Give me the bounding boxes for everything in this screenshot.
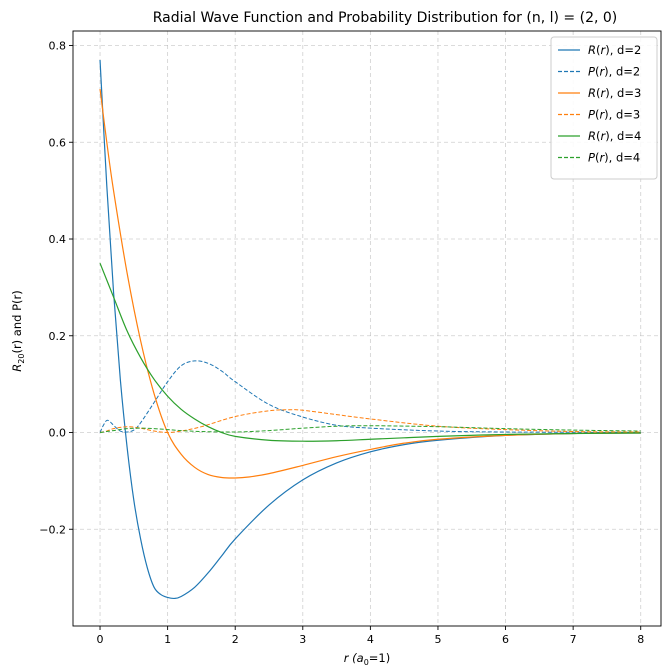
y-tick-label: −0.2	[39, 523, 66, 536]
x-tick-label: 8	[637, 633, 644, 646]
y-axis-label-main: R	[10, 364, 24, 372]
y-tick-label: 0.0	[49, 427, 67, 440]
x-tick-label: 0	[97, 633, 104, 646]
x-tick-label: 4	[367, 633, 374, 646]
y-axis-label: R20(r) and P(r)	[10, 290, 26, 371]
x-tick-label: 5	[434, 633, 441, 646]
x-tick-label: 6	[502, 633, 509, 646]
series-line-5	[99, 262, 641, 442]
plot-frame	[72, 30, 662, 627]
series-line-3	[99, 88, 641, 479]
series-line-2	[99, 360, 641, 433]
y-tick-label: 0.8	[49, 40, 67, 53]
x-axis-label-sub: 0	[364, 658, 369, 667]
chart-title: Radial Wave Function and Probability Dis…	[153, 10, 618, 26]
x-tick-label: 3	[299, 633, 306, 646]
series-line-6	[99, 425, 641, 433]
series-line-1	[99, 59, 641, 600]
axes: 0 1 2 3 4 5 6 7 8 −0.2 0.0 0.2 0.4 0.6 0.8	[39, 30, 662, 646]
x-tick-label: 7	[570, 633, 577, 646]
series-layer	[99, 59, 641, 600]
x-tick-label: 1	[164, 633, 171, 646]
x-tick-label: 2	[232, 633, 239, 646]
y-tick-label: 0.6	[49, 136, 67, 149]
legend-label: R(r), d=4	[588, 129, 641, 143]
legend: R(r), d=2 P(r), d=2 R(r), d=3 P(r), d=3 R(r)…	[550, 36, 658, 180]
legend-label: R(r), d=2	[588, 43, 641, 57]
legend-label: P(r), d=2	[588, 65, 640, 79]
y-axis-label-sub: 20	[17, 354, 26, 364]
y-axis-label-tail: (r) and P(r)	[10, 290, 24, 353]
x-axis-label: r (a0=1)	[344, 651, 390, 667]
x-axis-label-tail: =1)	[369, 651, 390, 665]
legend-label: P(r), d=3	[588, 108, 640, 122]
y-tick-label: 0.4	[49, 233, 67, 246]
legend-box	[550, 36, 658, 180]
y-tick-label: 0.2	[49, 330, 67, 343]
legend-label: R(r), d=3	[588, 86, 641, 100]
legend-label: P(r), d=4	[588, 151, 640, 165]
x-axis-label-main: r (a	[344, 651, 364, 665]
series-line-4	[99, 409, 641, 434]
